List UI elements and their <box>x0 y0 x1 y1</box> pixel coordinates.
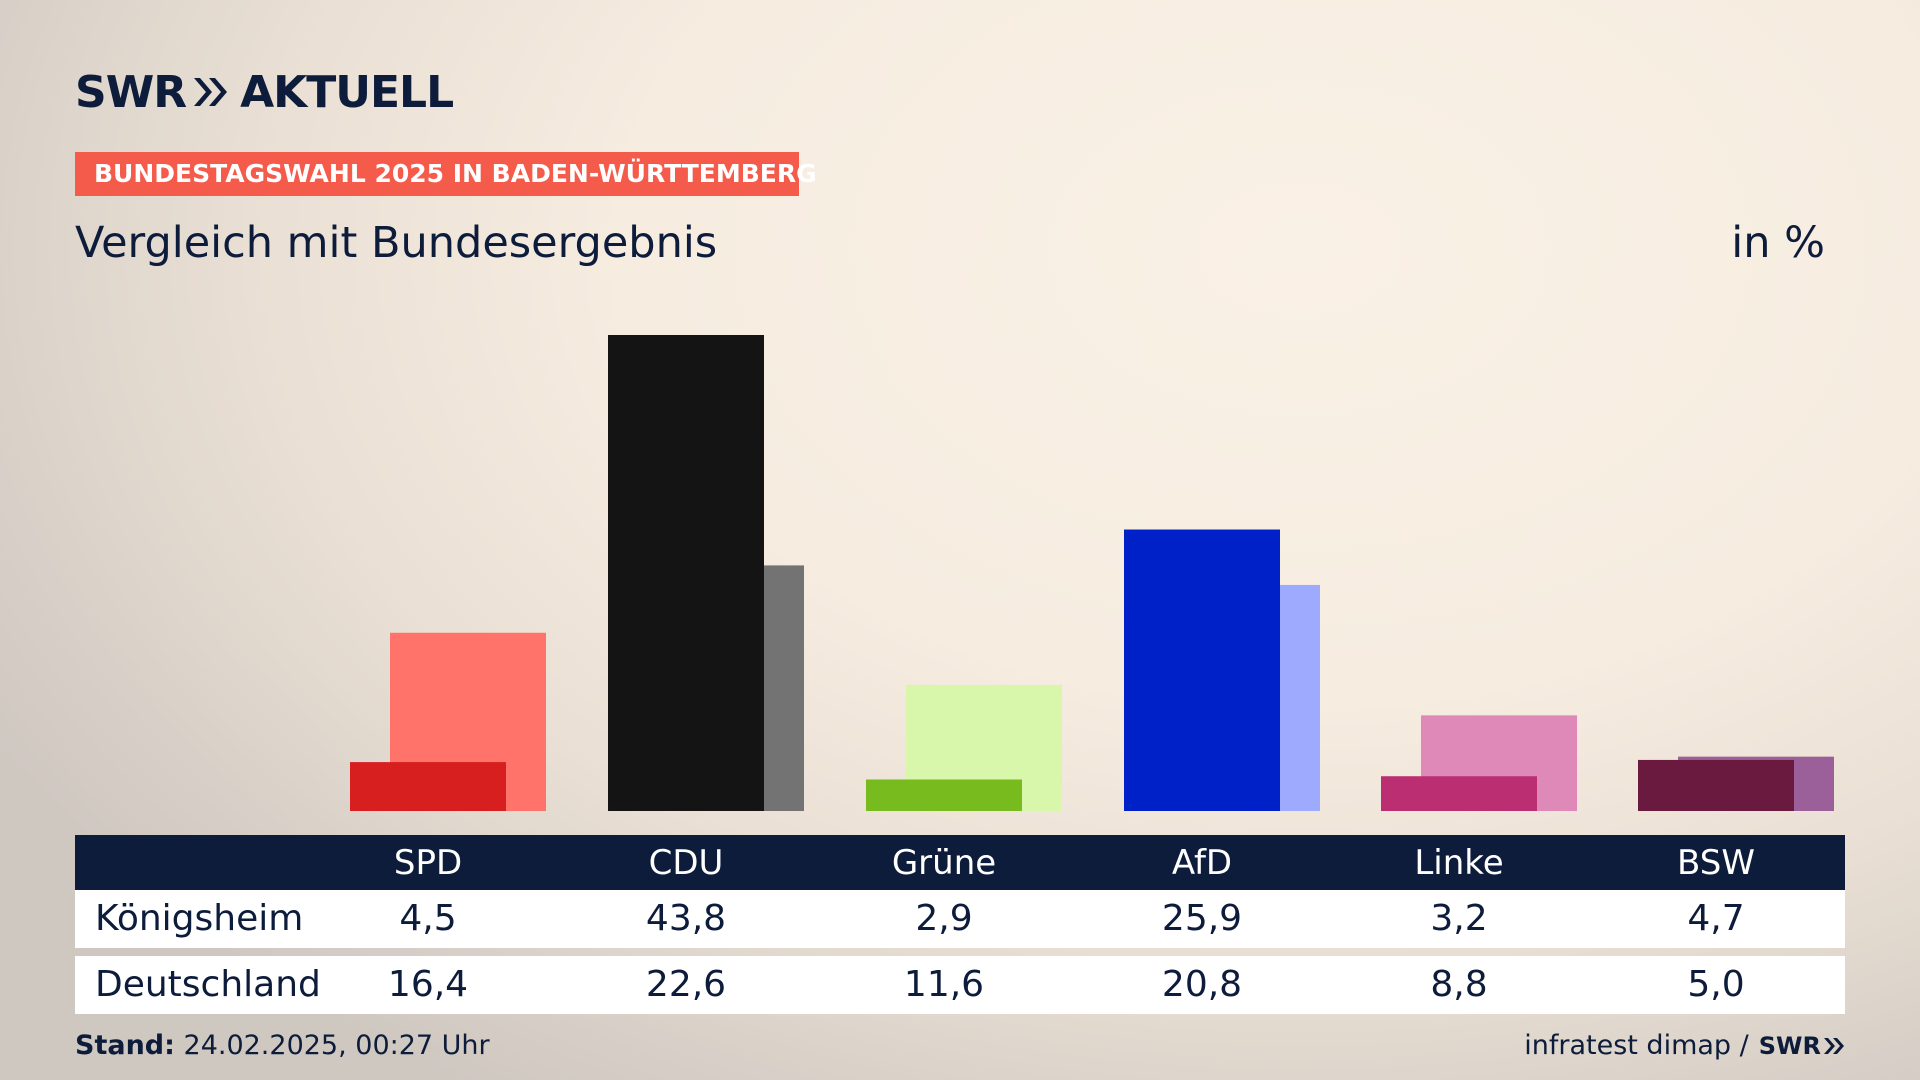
row-label-local: Königsheim <box>95 898 304 939</box>
party-label-linke: Linke <box>1414 843 1504 883</box>
party-label-spd: SPD <box>393 843 463 883</box>
value-local-grune: 2,9 <box>915 898 973 939</box>
chart-headline: Vergleich mit Bundesergebnis <box>75 218 718 268</box>
party-label-cdu: CDU <box>648 843 724 883</box>
value-local-cdu: 43,8 <box>645 898 727 939</box>
source-credit: infratest dimap / SWR <box>1524 1030 1845 1061</box>
footer-swr-logo: SWR <box>1759 1032 1845 1060</box>
logo-text-aktuell: AKTUELL <box>240 66 454 118</box>
stand-label: Stand: <box>75 1030 175 1061</box>
table-header: SPD CDU Grüne AfD Linke BSW <box>75 835 1845 890</box>
party-label-grune: Grüne <box>891 843 997 883</box>
value-local-spd: 4,5 <box>399 898 457 939</box>
bar-local-grune <box>866 779 1022 811</box>
value-national-spd: 16,4 <box>387 964 469 1005</box>
value-national-bsw: 5,0 <box>1687 964 1745 1005</box>
swr-aktuell-logo: SWR AKTUELL <box>75 66 454 118</box>
double-chevron-icon <box>192 75 230 109</box>
bar-local-linke <box>1381 776 1537 811</box>
bar-local-cdu <box>608 335 764 811</box>
value-local-linke: 3,2 <box>1430 898 1488 939</box>
bar-local-spd <box>350 762 506 811</box>
party-label-afd: AfD <box>1171 843 1233 883</box>
value-national-linke: 8,8 <box>1430 964 1488 1005</box>
value-national-afd: 20,8 <box>1161 964 1243 1005</box>
logo-text-swr: SWR <box>75 66 187 118</box>
table-row-national: Deutschland 16,4 22,6 11,6 20,8 8,8 5,0 <box>75 956 1845 1014</box>
table-row-local: Königsheim 4,5 43,8 2,9 25,9 3,2 4,7 <box>75 890 1845 948</box>
election-kicker: BUNDESTAGSWAHL 2025 IN BADEN-WÜRTTEMBERG <box>75 152 817 196</box>
row-label-national: Deutschland <box>95 964 321 1005</box>
value-national-grune: 11,6 <box>903 964 985 1005</box>
value-local-bsw: 4,7 <box>1687 898 1745 939</box>
footer-logo-text: SWR <box>1758 1031 1821 1060</box>
bar-local-bsw <box>1638 759 1794 811</box>
value-national-cdu: 22,6 <box>645 964 727 1005</box>
unit-label: in % <box>1731 218 1825 268</box>
stand-value: 24.02.2025, 00:27 Uhr <box>183 1030 490 1061</box>
footer-chevron-icon <box>1824 1037 1844 1054</box>
source-text: infratest dimap / <box>1524 1030 1749 1061</box>
bar-local-afd <box>1124 529 1280 811</box>
value-local-afd: 25,9 <box>1161 898 1243 939</box>
party-label-bsw: BSW <box>1677 843 1755 883</box>
timestamp: Stand: 24.02.2025, 00:27 Uhr <box>75 1030 490 1061</box>
